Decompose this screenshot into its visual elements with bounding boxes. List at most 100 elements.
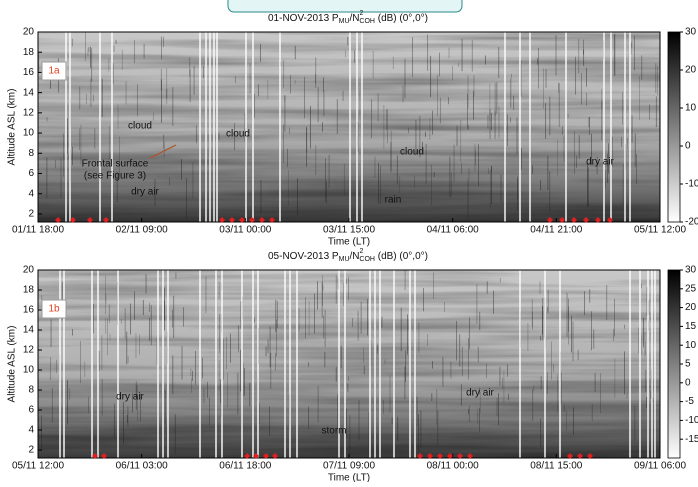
annotation: storm: [322, 426, 347, 437]
chart-title: 05-NOV-2013 PMU/N2 COH (dB) (0°,0°): [268, 248, 428, 263]
colorbar-tick-label: -10: [685, 179, 698, 190]
y-tick-label: 4: [28, 425, 34, 436]
y-tick-label: 2: [28, 445, 34, 456]
marker: [87, 217, 93, 223]
title-part: 05-NOV-2013 P: [268, 251, 339, 262]
x-tick-label: 03/11 15:00: [323, 225, 376, 236]
marker: [559, 217, 565, 223]
y-tick-label: 6: [28, 405, 34, 416]
marker: [259, 217, 265, 223]
panel-label-box: [41, 61, 67, 81]
x-tick-label: 07/11 09:00: [323, 461, 376, 472]
colorbar: [667, 269, 681, 459]
title-part: MU: [339, 18, 350, 25]
colorbar-tick-label: 25: [685, 283, 697, 294]
colorbar-tick-label: 30: [685, 265, 697, 276]
annotation: rain: [385, 195, 402, 206]
title-part: 2: [360, 248, 364, 255]
y-tick-label: 4: [28, 188, 34, 199]
y-tick-label: 14: [23, 87, 35, 98]
colorbar-tick-label: 15: [685, 321, 697, 332]
panel-label: 1b: [48, 304, 60, 315]
colorbar-tick-label: 30: [685, 27, 697, 38]
marker: [583, 217, 589, 223]
annotation: cloud: [400, 147, 424, 158]
y-tick-label: 10: [23, 128, 35, 139]
y-tick-label: 20: [23, 27, 35, 38]
title-part: (dB) (0°,0°): [375, 13, 428, 24]
title-part: /N: [350, 251, 360, 262]
marker: [417, 453, 423, 459]
y-tick-label: 12: [23, 107, 35, 118]
y-axis-label: Altitude ASL (km): [7, 326, 18, 403]
marker: [272, 453, 278, 459]
annotation: dry air: [466, 388, 494, 399]
marker: [101, 453, 107, 459]
panel-label-box: [41, 299, 67, 319]
title-part: 2: [360, 10, 364, 17]
annotation-arrow: [149, 144, 177, 159]
colorbar-tick-label: 20: [685, 302, 697, 313]
x-tick-label: 02/11 09:00: [116, 225, 169, 236]
title-part: MU: [339, 256, 350, 263]
x-tick-label: 08/11 15:00: [530, 461, 583, 472]
annotation: cloud: [226, 129, 250, 140]
y-tick-label: 8: [28, 148, 34, 159]
colorbar-tick-label: 10: [685, 103, 697, 114]
marker: [467, 453, 473, 459]
marker: [263, 453, 269, 459]
title-part: COH: [359, 18, 375, 25]
x-tick-label: 01/11 18:00: [12, 225, 65, 236]
marker: [253, 453, 259, 459]
marker: [587, 453, 593, 459]
x-tick-label: 06/11 03:00: [116, 461, 169, 472]
x-tick-label: 04/11 21:00: [530, 225, 583, 236]
chart-title: 01-NOV-2013 PMU/N2 COH (dB) (0°,0°): [268, 10, 428, 25]
title-part: /N: [350, 13, 360, 24]
y-tick-label: 10: [23, 365, 35, 376]
x-axis-label: Time (LT): [328, 473, 370, 482]
y-tick-label: 18: [23, 47, 35, 58]
marker: [269, 217, 275, 223]
colorbar-tick-label: -20: [685, 217, 698, 228]
header-box: [227, 0, 463, 13]
x-tick-label: 08/11 00:00: [427, 461, 480, 472]
y-tick-label: 16: [23, 305, 35, 316]
colorbar-tick-label: -15: [685, 434, 698, 445]
annotation: cloud: [128, 121, 152, 132]
marker: [219, 217, 225, 223]
marker: [239, 217, 245, 223]
marker: [55, 217, 61, 223]
colorbar-tick-label: -5: [685, 396, 694, 407]
marker: [244, 453, 250, 459]
colorbar-tick-label: 20: [685, 65, 697, 76]
marker: [103, 217, 109, 223]
y-tick-label: 2: [28, 209, 34, 220]
marker: [547, 217, 553, 223]
annotation: dry air: [116, 392, 144, 403]
marker: [457, 453, 463, 459]
marker: [447, 453, 453, 459]
y-tick-label: 8: [28, 385, 34, 396]
marker: [92, 453, 98, 459]
marker: [577, 453, 583, 459]
y-tick-label: 12: [23, 345, 35, 356]
marker: [229, 217, 235, 223]
colorbar-tick-label: 5: [685, 359, 691, 370]
y-tick-label: 14: [23, 325, 35, 336]
annotation: dry air: [586, 157, 614, 168]
heatmap-texture: [38, 32, 660, 222]
annotation: dry air: [131, 187, 159, 198]
colorbar-tick-label: 0: [685, 141, 691, 152]
marker: [249, 217, 255, 223]
title-part: (dB) (0°,0°): [375, 251, 428, 262]
marker: [567, 453, 573, 459]
colorbar-tick-label: -10: [685, 415, 698, 426]
colorbar-tick-label: 10: [685, 340, 697, 351]
x-tick-label: 04/11 06:00: [427, 225, 480, 236]
title-part: 01-NOV-2013 P: [268, 13, 339, 24]
colorbar: [667, 31, 681, 223]
marker: [571, 217, 577, 223]
marker: [595, 217, 601, 223]
